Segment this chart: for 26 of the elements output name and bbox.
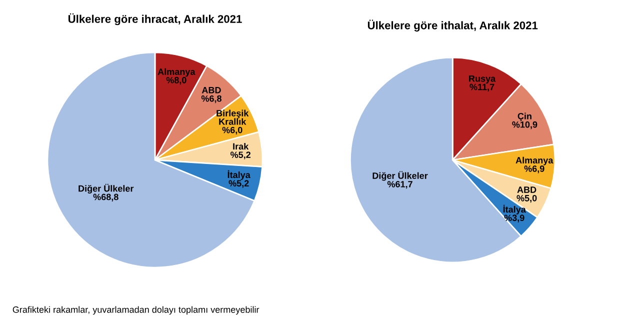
- data-label: %68,8: [93, 194, 118, 202]
- slice-label: Irak: [233, 142, 249, 150]
- slice-label: ABD: [202, 87, 221, 94]
- data-label: %61,7: [387, 180, 412, 189]
- data-label: %6,9: [524, 166, 544, 174]
- slice-label: Almanya: [516, 156, 554, 166]
- slice-label: Çin: [518, 112, 532, 122]
- data-label: %11,7: [470, 84, 494, 92]
- slice-label: Rusya: [469, 75, 496, 84]
- slice-label: İtalya: [503, 204, 526, 214]
- chart-title: Ülkelere göre ihracat, Aralık 2021: [68, 13, 242, 26]
- data-label: %6,8: [201, 95, 222, 104]
- slice-label: İtalya: [228, 170, 250, 180]
- data-label: %5,2: [228, 180, 249, 188]
- slice-label: ABD: [517, 186, 536, 193]
- data-label: %8,0: [166, 76, 186, 85]
- data-label: %6,0: [222, 126, 242, 135]
- slice-label: Almanya: [158, 68, 196, 77]
- slice-label: Diğer Ülkeler: [78, 184, 134, 194]
- data-label: %10,9: [512, 121, 538, 130]
- data-label: %5,0: [516, 194, 537, 203]
- slice-label: Diğer Ülkeler: [372, 171, 428, 181]
- text: Grafikteki rakamlar, yuvarlamadan dolayı toplamı vermeyebilir: [12, 306, 260, 315]
- chart-title: Ülkelere göre ithalat, Aralık 2021: [368, 20, 538, 32]
- slice-label: Birleşik Krallık: [216, 110, 249, 125]
- data-label: %5,2: [230, 152, 251, 160]
